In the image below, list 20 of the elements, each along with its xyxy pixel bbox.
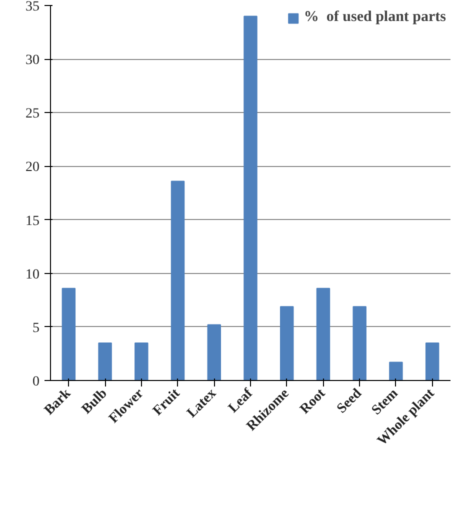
bar: [425, 342, 440, 380]
bar: [244, 16, 258, 380]
bar: [389, 362, 403, 380]
y-tick-label: 5: [32, 320, 40, 336]
bar: [207, 324, 221, 380]
bar: [352, 306, 366, 380]
legend-label: % of used plant parts: [304, 9, 446, 26]
bar: [316, 288, 330, 380]
y-tick-label: 10: [26, 267, 40, 282]
y-tick-label: 0: [32, 374, 40, 390]
y-tick-label: 15: [26, 214, 40, 229]
bar: [98, 342, 112, 380]
bar: [170, 180, 185, 380]
y-tick-label: 30: [26, 53, 40, 68]
y-tick-label: 35: [26, 0, 40, 14]
y-tick-label: 20: [26, 160, 40, 176]
bar: [62, 288, 76, 380]
y-tick-label: 25: [26, 106, 40, 122]
bar: [134, 342, 148, 380]
bar: [280, 306, 294, 380]
